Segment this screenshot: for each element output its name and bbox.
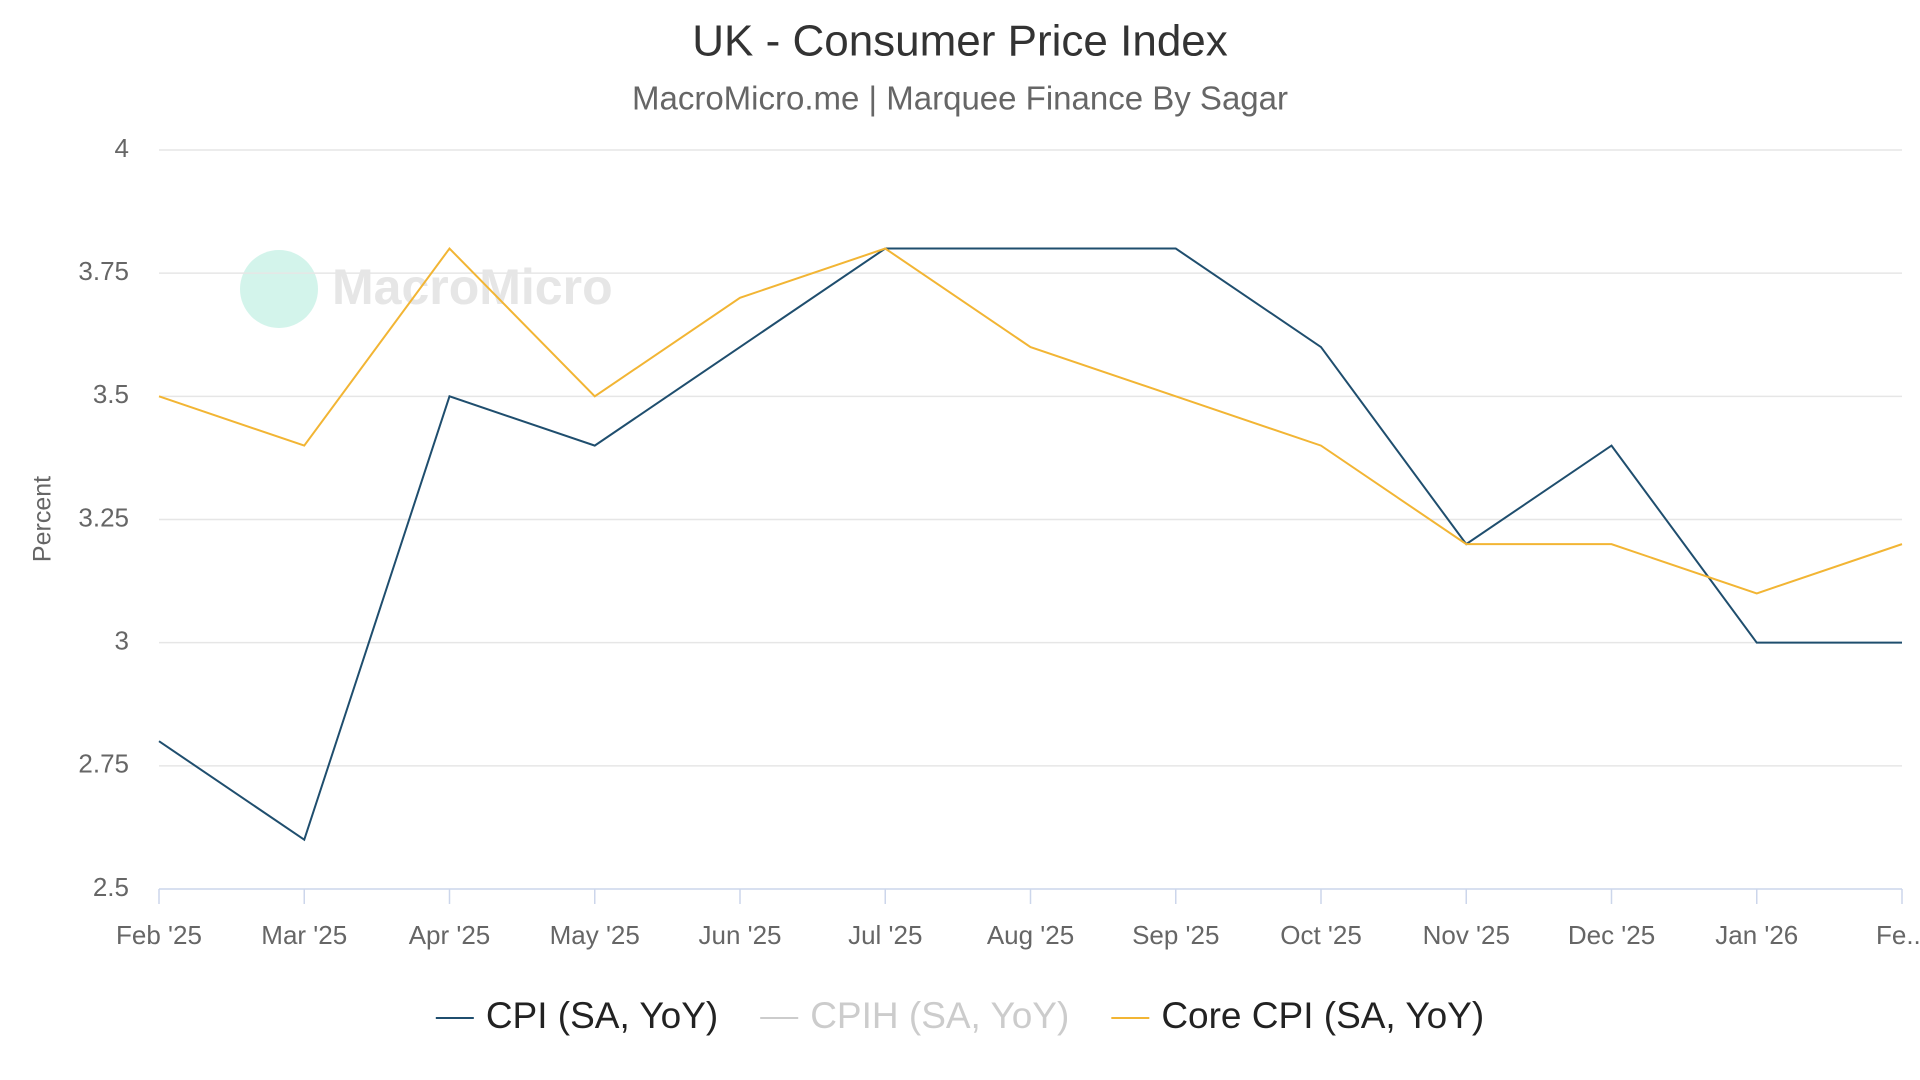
x-tick-label: Apr '25 [409,920,491,950]
x-tick-label: Mar '25 [261,920,347,950]
chart-subtitle: MacroMicro.me | Marquee Finance By Sagar [632,80,1288,117]
data-line [158,246,1903,595]
data-line [158,247,1902,842]
y-tick-label: 3 [115,626,129,656]
legend-label: CPIH (SA, YoY) [810,995,1069,1036]
chart-title: UK - Consumer Price Index [692,17,1228,66]
x-tick-label: Feb '25 [116,920,202,950]
watermark: MacroMicro [332,259,613,315]
x-tick-label: Jan '26 [1715,920,1798,950]
y-tick-label: 2.75 [78,749,129,779]
x-tick-label: May '25 [550,920,640,950]
x-tick-label: Aug '25 [987,920,1074,950]
x-tick-label: Oct '25 [1280,920,1362,950]
x-tick-label: Jul '25 [848,920,922,950]
y-tick-label: 3.25 [78,502,129,532]
legend-label: CPI (SA, YoY) [486,995,718,1036]
x-tick-label: Nov '25 [1423,920,1510,950]
y-tick-label: 3.5 [93,379,129,409]
watermark-logo [240,250,318,328]
x-tick-label: Fe... [1876,920,1920,950]
x-tick-label: Sep '25 [1132,920,1219,950]
y-tick-label: 3.75 [78,256,129,286]
y-tick-label: 4 [115,133,129,163]
x-tick-label: Dec '25 [1568,920,1655,950]
y-axis-label: Percent [29,476,57,562]
x-tick-label: Jun '25 [698,920,781,950]
y-tick-label: 2.5 [93,872,129,902]
legend-label: Core CPI (SA, YoY) [1161,995,1484,1036]
